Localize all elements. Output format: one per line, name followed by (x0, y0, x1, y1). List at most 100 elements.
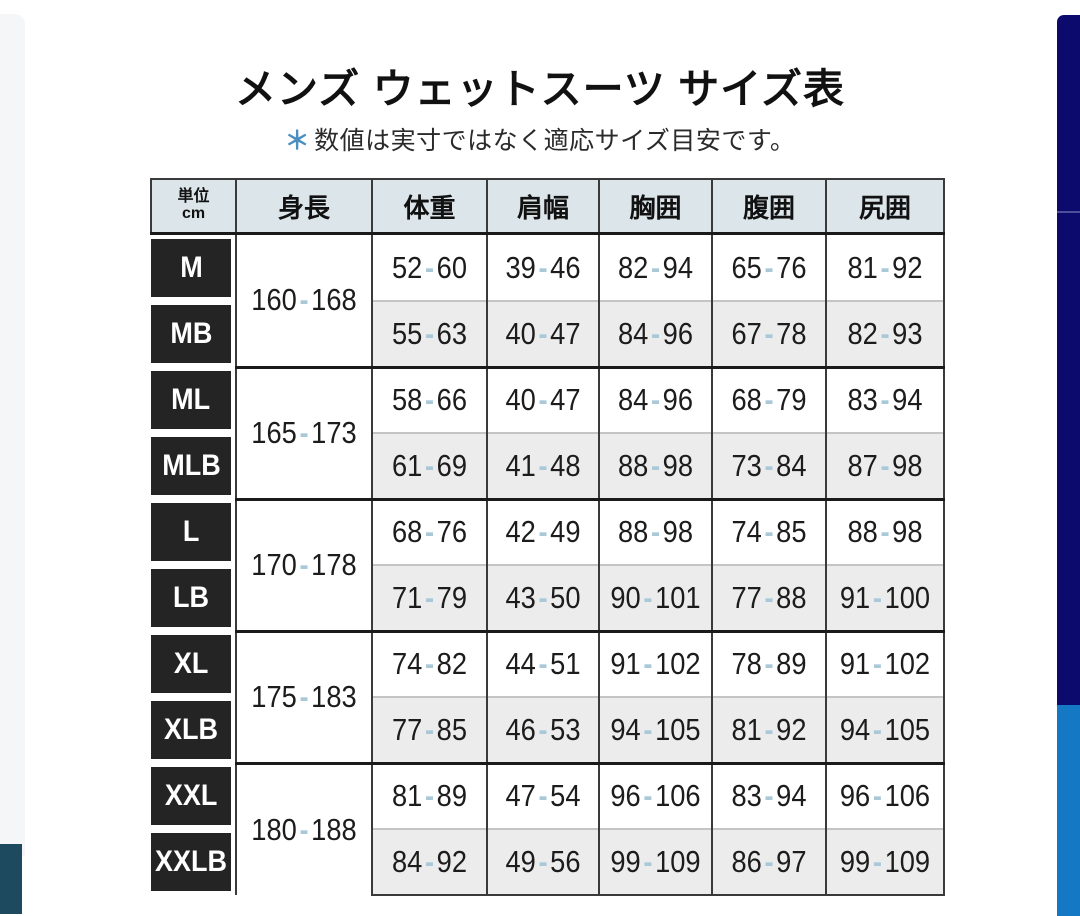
col-header-height: 身長 (235, 178, 373, 235)
range-high: 53 (550, 711, 581, 747)
range-low: 42 (505, 514, 536, 550)
range-low: 44 (505, 646, 536, 682)
table-row-xxlb: XXLB 84-92 49-56 99-109 86-97 99-109 (151, 828, 946, 896)
range-dash: - (424, 447, 435, 483)
unit-value: cm (181, 205, 206, 222)
range-low: 86 (731, 844, 762, 879)
range-cell: 78-89 (711, 629, 827, 697)
col-header-shoulder: 肩幅 (486, 178, 600, 235)
range-dash: - (299, 547, 309, 582)
col-header-hip: 尻囲 (825, 178, 946, 235)
range-cell: 43-50 (486, 564, 600, 631)
size-label-cell: XXL (151, 763, 237, 829)
range-dash: - (764, 711, 774, 747)
range-low: 40 (505, 315, 536, 351)
range-high: 92 (776, 711, 807, 747)
range-low: 68 (731, 382, 762, 418)
range-dash: - (650, 382, 661, 418)
range-high: 69 (436, 447, 468, 483)
size-label: XXL (151, 767, 232, 825)
size-label-cell: XLB (151, 697, 237, 763)
range-low: 180 (251, 811, 297, 847)
range-dash: - (650, 315, 661, 351)
range-cell: 47-54 (486, 761, 600, 829)
table-row-m: M 160-168 52-60 39-46 82-94 65-76 81-92 (151, 233, 946, 367)
range-high: 102 (655, 646, 701, 682)
range-high: 98 (662, 447, 694, 483)
range-low: 88 (617, 447, 649, 483)
range-low: 83 (731, 778, 762, 814)
range-dash: - (299, 415, 309, 450)
range-cell: 96-106 (598, 761, 713, 829)
range-dash: - (538, 646, 548, 682)
bottom-left-accent (0, 844, 22, 914)
range-cell: 71-79 (371, 564, 488, 631)
range-low: 77 (731, 579, 762, 615)
range-dash: - (299, 811, 309, 847)
size-label-cell: MLB (151, 433, 237, 499)
range-dash: - (880, 249, 890, 285)
size-label: LB (151, 569, 232, 627)
size-label-text: XXL (164, 779, 218, 812)
unit-header-cell: 単位 cm (149, 178, 237, 235)
range-dash: - (424, 844, 435, 879)
range-cell: 41-48 (486, 432, 600, 499)
range-low: 94 (610, 711, 641, 747)
range-cell: 82-94 (598, 233, 713, 301)
range-dash: - (424, 711, 435, 747)
height-cell: 175-183 (235, 629, 373, 763)
range-high: 94 (892, 382, 923, 418)
range-high: 93 (892, 315, 923, 351)
range-high: 92 (436, 844, 468, 879)
range-low: 91 (610, 646, 641, 682)
range-dash: - (764, 447, 774, 483)
range-dash: - (880, 447, 890, 483)
range-low: 96 (610, 778, 641, 814)
range-high: 105 (655, 711, 701, 747)
range-cell: 61-69 (371, 432, 488, 499)
range-cell: 83-94 (711, 761, 827, 829)
range-dash: - (764, 249, 774, 285)
range-high: 82 (436, 646, 468, 682)
range-high: 105 (884, 711, 931, 747)
range-dash: - (538, 579, 548, 615)
range-cell: 84-92 (371, 828, 488, 896)
range-dash: - (880, 315, 890, 351)
range-cell: 91-102 (825, 629, 946, 697)
range-low: 61 (391, 447, 423, 483)
range-cell: 82-93 (825, 300, 946, 367)
range-dash: - (764, 778, 774, 814)
size-label-cell: M (151, 233, 237, 301)
range-cell: 65-76 (711, 233, 827, 301)
table-row-xxl: XXL 180-188 81-89 47-54 96-106 83-94 96-… (151, 761, 946, 895)
range-cell: 81-89 (371, 761, 488, 829)
table-row-xlb: XLB 77-85 46-53 94-105 81-92 94-105 (151, 696, 946, 763)
range-cell: 91-102 (598, 629, 713, 697)
range-low: 65 (731, 249, 762, 285)
range-high: 96 (662, 382, 694, 418)
range-low: 81 (731, 711, 762, 747)
col-header-chest: 胸囲 (598, 178, 713, 235)
range-high: 96 (662, 315, 694, 351)
range-high: 183 (311, 679, 357, 714)
range-cell: 73-84 (711, 432, 827, 499)
range-high: 97 (776, 844, 807, 879)
page-title: メンズ ウェットスーツ サイズ表 (235, 66, 845, 112)
range-cell: 88-98 (598, 497, 713, 565)
range-dash: - (538, 778, 548, 814)
right-navy-panel (1057, 15, 1080, 705)
range-high: 109 (884, 844, 931, 879)
range-low: 88 (617, 514, 649, 550)
range-high: 47 (550, 315, 581, 351)
size-label-cell: XXLB (151, 829, 237, 895)
range-cell: 94-105 (825, 696, 946, 763)
size-label-text: ML (171, 383, 211, 416)
size-label-cell: MB (151, 301, 237, 367)
range-low: 91 (839, 646, 871, 682)
range-low: 82 (847, 315, 878, 351)
range-low: 160 (251, 282, 297, 318)
range-dash: - (764, 579, 774, 615)
range-cell: 42-49 (486, 497, 600, 565)
size-label-cell: L (151, 499, 237, 565)
range-dash: - (424, 579, 435, 615)
